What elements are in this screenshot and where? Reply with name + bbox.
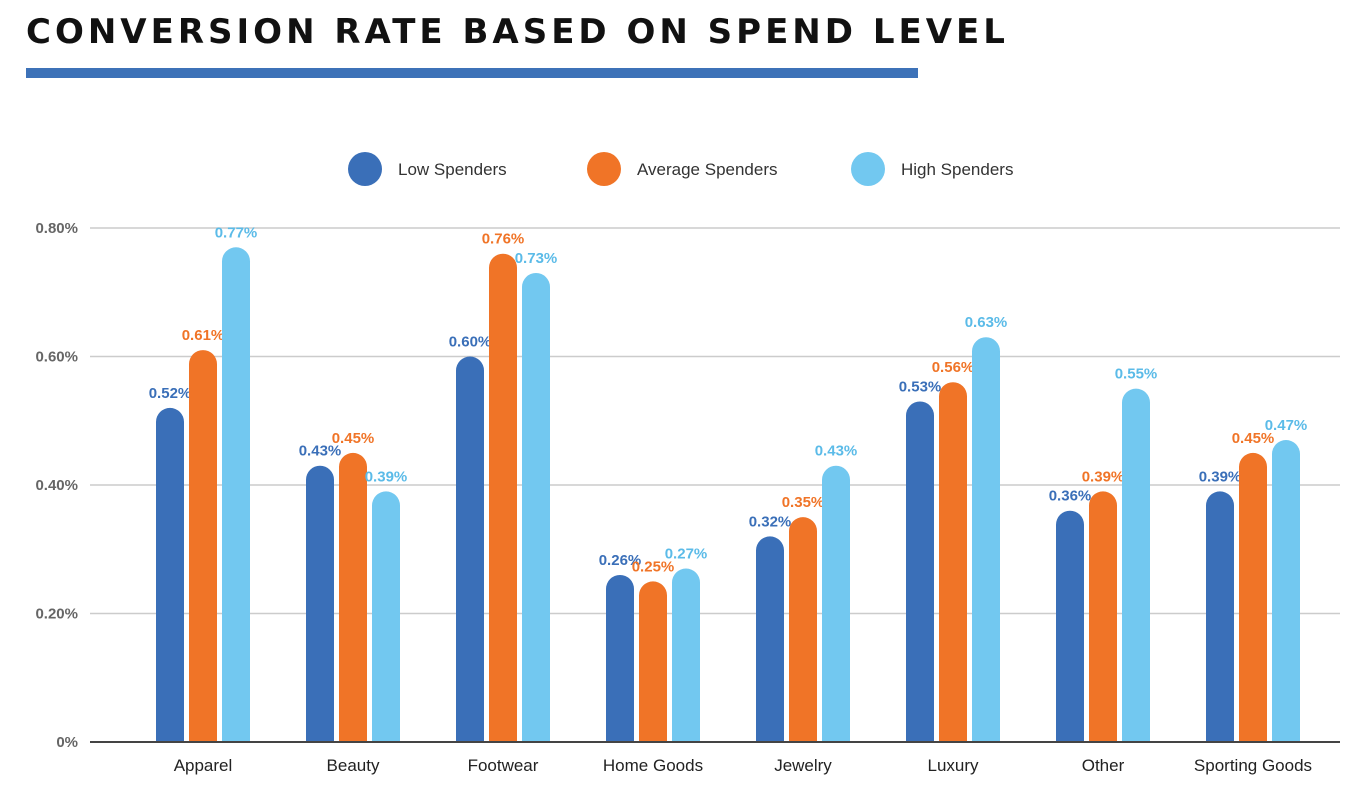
bar [1056,510,1084,742]
bar [372,491,401,742]
bar [306,465,334,742]
legend-marker [348,152,382,186]
data-label: 0.32% [749,513,792,530]
data-label: 0.39% [1082,468,1125,485]
data-label: 0.45% [1232,430,1275,447]
bar [672,568,700,742]
bar [756,536,784,742]
x-category-label: Luxury [927,756,979,775]
x-category-label: Home Goods [603,756,703,775]
data-label: 0.36% [1049,488,1092,505]
data-label: 0.47% [1265,417,1308,434]
data-label: 0.76% [482,231,525,248]
bar [1239,452,1267,742]
data-label: 0.39% [365,468,408,485]
data-label: 0.55% [1115,366,1158,383]
bar [906,401,934,742]
y-tick-label: 0.40% [35,477,78,494]
data-label: 0.61% [182,327,225,344]
bar [189,350,218,742]
data-label: 0.63% [965,314,1008,331]
x-category-label: Sporting Goods [1194,756,1312,775]
bar [822,465,850,742]
bar [1272,440,1300,742]
bar [222,247,250,742]
data-label: 0.73% [515,250,558,267]
legend-marker [851,152,885,186]
x-category-label: Footwear [468,756,539,775]
legend-label: Average Spenders [637,160,778,179]
data-label: 0.45% [332,430,375,447]
data-label: 0.43% [299,443,342,460]
y-tick-label: 0.20% [35,606,78,623]
chart-title: CONVERSION RATE BASED ON SPEND LEVEL [26,12,1009,52]
legend-label: Low Spenders [398,160,507,179]
title-underline [26,68,918,78]
bar [606,574,634,742]
data-label: 0.53% [899,378,942,395]
y-tick-label: 0.60% [35,349,78,366]
bar [1206,491,1234,742]
bar [939,382,967,742]
data-label: 0.52% [149,385,192,402]
bar [456,356,484,742]
data-label: 0.27% [665,546,708,563]
bar [1122,388,1150,742]
bar [339,452,367,742]
data-label: 0.43% [815,443,858,460]
bar [639,581,667,742]
data-label: 0.35% [782,494,825,511]
bar [789,517,817,742]
bar [972,337,1000,742]
data-label: 0.25% [632,558,675,575]
data-label: 0.39% [1199,468,1242,485]
legend-label: High Spenders [901,160,1013,179]
x-category-label: Beauty [327,756,380,775]
data-label: 0.56% [932,359,975,376]
y-tick-label: 0.80% [35,220,78,237]
x-category-label: Apparel [174,756,233,775]
bar [489,253,517,742]
bar [1089,491,1117,742]
x-category-label: Jewelry [774,756,832,775]
legend-marker [587,152,621,186]
y-tick-label: 0% [56,734,78,751]
data-label: 0.60% [449,334,492,351]
bar [522,272,550,742]
data-label: 0.26% [599,552,642,569]
x-category-label: Other [1082,756,1125,775]
bar [156,407,184,742]
data-label: 0.77% [215,224,258,241]
